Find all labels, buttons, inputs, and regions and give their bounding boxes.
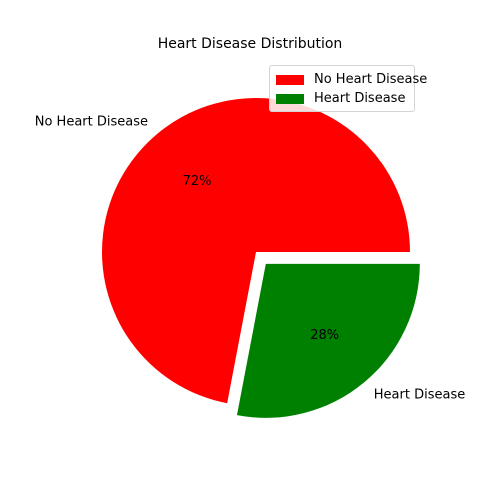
pie-slice-heart-disease: [236, 263, 420, 418]
slice-percent-label: 72%: [183, 174, 212, 189]
chart-title: Heart Disease Distribution: [157, 36, 343, 52]
legend-item-no-heart-disease: No Heart Disease: [276, 70, 427, 89]
slice-category-label: No Heart Disease: [35, 114, 148, 129]
slice-percent-label: 28%: [310, 328, 339, 343]
legend-item-heart-disease: Heart Disease: [276, 89, 408, 108]
pie-slice-no-heart-disease: [101, 97, 410, 404]
legend-swatch: [276, 74, 304, 85]
legend-label: Heart Disease: [314, 91, 406, 106]
slice-category-label: Heart Disease: [374, 387, 465, 402]
legend-swatch: [276, 93, 304, 104]
legend-label: No Heart Disease: [314, 72, 428, 87]
chart-legend: No Heart Disease Heart Disease: [269, 65, 427, 112]
